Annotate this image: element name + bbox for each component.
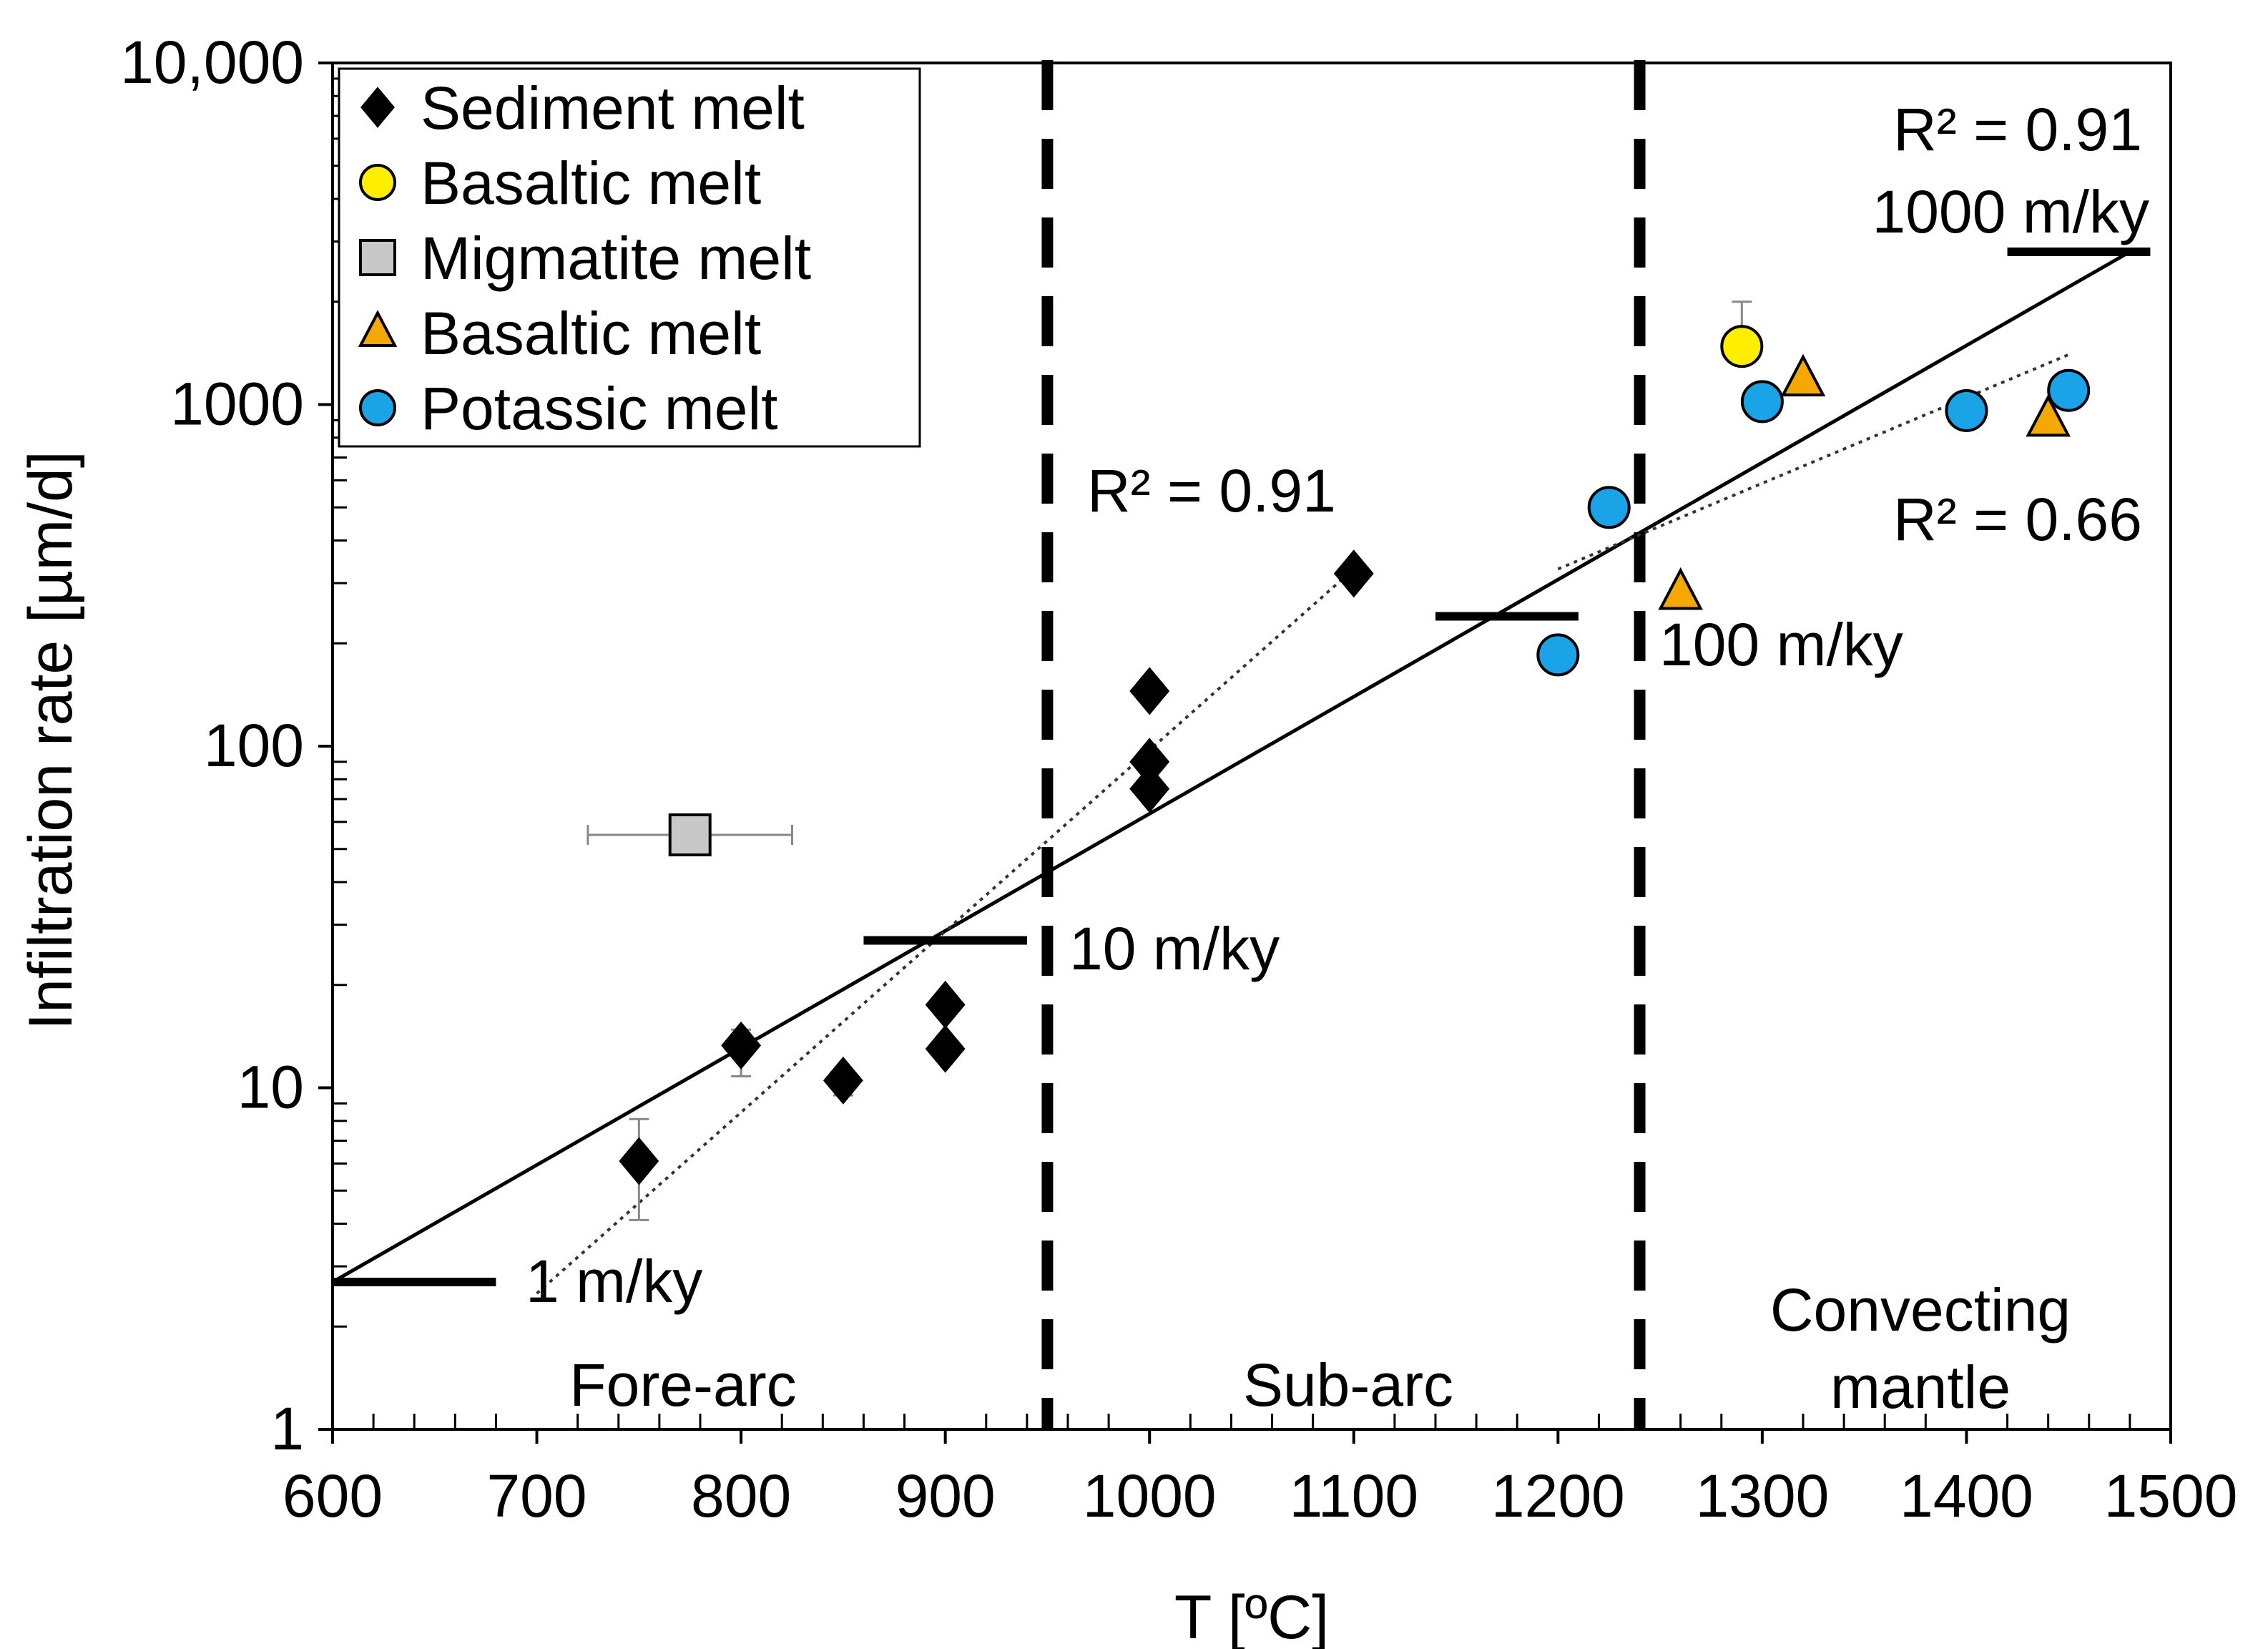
legend: Sediment melt Basaltic melt Migmatite melt… — [338, 67, 921, 448]
y-tick-label: 1 — [270, 1395, 304, 1462]
major-ticks — [318, 62, 2172, 1444]
y-tick-label: 100 — [204, 712, 304, 779]
migmatite-melt-point — [668, 813, 712, 856]
potassic-melt-point — [1740, 380, 1784, 424]
legend-marker-sediment-melt — [360, 87, 395, 128]
region-boundaries — [1041, 60, 1646, 1431]
trendline-solid — [331, 250, 2131, 1284]
r-squared-overall: R² = 0.91 — [1893, 96, 2142, 163]
x-tick-label: 1500 — [2104, 1462, 2238, 1530]
legend-marker-migmatite-melt — [359, 239, 396, 276]
rate-label-100: 100 m/ky — [1659, 611, 1903, 678]
y-tick-label: 10,000 — [120, 29, 304, 96]
region-label-mantle: mantle — [1830, 1354, 2011, 1421]
sediment-melt-point — [1129, 738, 1170, 786]
legend-box — [338, 67, 921, 448]
sediment-melt-point — [1129, 765, 1170, 813]
x-tick-label: 1100 — [1289, 1462, 1418, 1530]
potassic-melt-point — [1536, 633, 1580, 677]
legend-marker-potassic-melt — [359, 389, 396, 426]
basaltic-melt-point — [1780, 353, 1826, 397]
r-squared-sediment: R² = 0.91 — [1087, 457, 1336, 524]
x-tick-label: 1400 — [1900, 1462, 2033, 1530]
sediment-melt-point — [925, 980, 966, 1029]
y-tick-labels: 1 10 100 1000 10,000 — [120, 29, 304, 1462]
region-label-sub-arc: Sub-arc — [1243, 1351, 1453, 1419]
legend-label: Basaltic melt — [421, 300, 761, 367]
sediment-melt-point — [1333, 549, 1374, 598]
legend-label: Migmatite melt — [421, 225, 811, 292]
x-tick-labels: 600 700 800 900 1000 1100 1200 1300 1400 1500 — [283, 1462, 2238, 1530]
x-tick-label: 800 — [691, 1462, 791, 1530]
x-tick-label: 600 — [283, 1462, 383, 1530]
basaltic-melt-point — [1720, 325, 1764, 368]
basaltic-melt-point — [2026, 393, 2071, 437]
legend-marker-basaltic-melt — [358, 310, 398, 347]
x-axis-title: T [ºC] — [1174, 1583, 1329, 1649]
x-tick-label: 1200 — [1491, 1462, 1625, 1530]
sediment-melt-point — [823, 1056, 863, 1105]
sediment-melt-point — [721, 1021, 762, 1070]
sediment-melt-point — [1129, 667, 1170, 715]
x-tick-label: 1300 — [1695, 1462, 1829, 1530]
rate-label-10: 10 m/ky — [1069, 915, 1280, 982]
trendlines — [331, 250, 2131, 1295]
trendline-dotted — [1557, 353, 2069, 571]
x-tick-label: 900 — [895, 1462, 996, 1530]
region-label-convecting: Convecting — [1770, 1276, 2071, 1344]
x-tick-label: 1000 — [1083, 1462, 1217, 1530]
rate-label-1000: 1000 m/ky — [1872, 178, 2149, 245]
legend-label: Basaltic melt — [421, 150, 761, 217]
sediment-melt-point — [619, 1137, 659, 1185]
y-tick-label: 1000 — [170, 371, 304, 438]
region-label-fore-arc: Fore-arc — [569, 1351, 796, 1419]
sediment-melt-point — [925, 1024, 966, 1073]
trendline-dotted — [536, 567, 1355, 1295]
rate-label-1: 1 m/ky — [526, 1248, 702, 1315]
potassic-melt-point — [1587, 486, 1631, 529]
basaltic-melt-point — [1658, 567, 1703, 610]
rate-bars — [333, 247, 2151, 1287]
potassic-melt-point — [2047, 368, 2091, 412]
y-axis-title: Infiltration rate [µm/d] — [16, 451, 85, 1030]
potassic-melt-point — [1945, 388, 1988, 432]
data-points — [619, 325, 2091, 1185]
x-tick-label: 700 — [486, 1462, 586, 1530]
y-tick-label: 10 — [237, 1054, 304, 1121]
legend-marker-basaltic-melt — [359, 164, 396, 201]
r-squared-high-t: R² = 0.66 — [1893, 486, 2142, 553]
legend-label: Sediment melt — [421, 74, 805, 142]
legend-label: Potassic melt — [421, 375, 778, 442]
